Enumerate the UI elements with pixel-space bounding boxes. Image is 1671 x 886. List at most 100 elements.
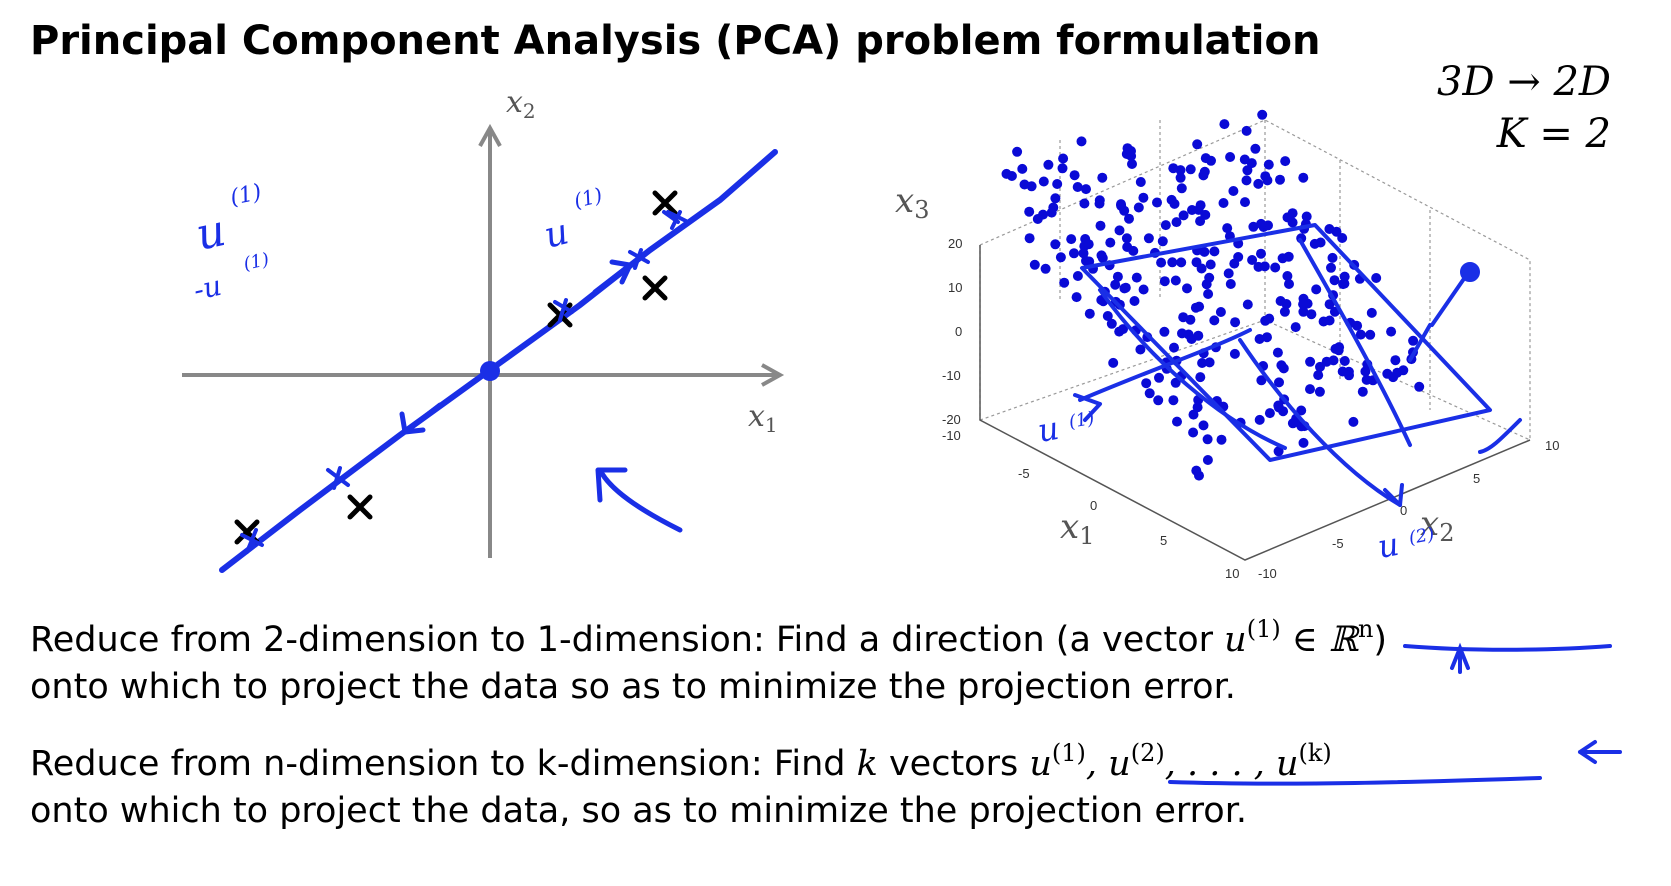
scatter-point bbox=[1175, 172, 1186, 183]
scatter-point bbox=[1112, 271, 1123, 282]
scatter-point bbox=[1144, 388, 1155, 399]
scatter-point bbox=[1120, 282, 1131, 293]
svg-text:10: 10 bbox=[948, 280, 962, 295]
svg-text:-10: -10 bbox=[1258, 566, 1277, 581]
svg-text:u: u bbox=[1035, 409, 1062, 450]
scatter-point bbox=[1287, 418, 1298, 429]
scatter-point bbox=[1280, 156, 1291, 167]
scatter-point bbox=[1337, 233, 1348, 243]
scatter-point bbox=[1253, 178, 1264, 189]
scatter-point bbox=[1257, 109, 1268, 120]
scatter-point bbox=[1069, 170, 1080, 181]
scatter-point bbox=[1128, 245, 1139, 256]
projection-mark bbox=[240, 210, 690, 554]
dims-text: 3D → 2D bbox=[1437, 59, 1611, 105]
line1-math-u: u(1) bbox=[1224, 615, 1281, 660]
scatter-point bbox=[1079, 198, 1090, 209]
scatter-point bbox=[1366, 307, 1377, 318]
scatter-point bbox=[1094, 195, 1105, 206]
scatter-point bbox=[1240, 197, 1250, 208]
scatter-point bbox=[1122, 143, 1133, 154]
text-line-2: onto which to project the data so as to … bbox=[30, 667, 1236, 707]
scatter-point bbox=[1072, 182, 1083, 192]
scatter-point bbox=[1059, 277, 1070, 288]
scatter-point bbox=[1167, 257, 1178, 268]
scatter-point bbox=[1365, 329, 1376, 340]
scatter-point bbox=[1171, 217, 1182, 228]
line1-text: Reduce from 2-dimension to 1-dimension: … bbox=[30, 620, 1225, 660]
scatter-point bbox=[1114, 225, 1125, 236]
scatter-point bbox=[1276, 360, 1287, 371]
scatter-point bbox=[1270, 262, 1281, 273]
scatter-point bbox=[1019, 179, 1030, 190]
scatter-point bbox=[1057, 163, 1068, 174]
x2-axis-arrowhead bbox=[478, 123, 502, 147]
line3-text: Reduce from n-dimension to k-dimension: … bbox=[30, 744, 857, 784]
scatter-point bbox=[1324, 224, 1335, 234]
scatter-point bbox=[1176, 183, 1187, 194]
scatter-point bbox=[1361, 374, 1372, 385]
scatter-point bbox=[1216, 434, 1227, 445]
scatter-point bbox=[1282, 271, 1293, 281]
scatter-point bbox=[1264, 313, 1275, 324]
scatter-point bbox=[1058, 153, 1069, 164]
scatter-point bbox=[1242, 299, 1253, 310]
scatter-point bbox=[1046, 207, 1057, 218]
scatter-point bbox=[1305, 384, 1315, 395]
scatter-point bbox=[1012, 146, 1023, 157]
scatter-point bbox=[1305, 356, 1316, 367]
scatter-point bbox=[1055, 252, 1066, 263]
scatter-point bbox=[1313, 370, 1324, 381]
scatter-point bbox=[1188, 409, 1199, 420]
hand-drawn-plane bbox=[1073, 223, 1522, 507]
scatter-point bbox=[1135, 177, 1146, 187]
scatter-point bbox=[1338, 279, 1349, 290]
scatter-point bbox=[1131, 272, 1142, 283]
svg-text:(1): (1) bbox=[1067, 408, 1096, 433]
scatter-point bbox=[1273, 446, 1284, 457]
data-point bbox=[234, 190, 678, 545]
scatter-point bbox=[1185, 164, 1196, 175]
x2-ticks: -10 -5 0 5 10 bbox=[1258, 438, 1559, 581]
scatter-point bbox=[1256, 375, 1267, 386]
x1-axis-label: x1 bbox=[748, 399, 778, 437]
scatter-point bbox=[1205, 259, 1216, 270]
u1-arrow-down bbox=[399, 402, 443, 435]
scatter-point bbox=[1298, 172, 1309, 183]
scatter-point bbox=[1275, 174, 1285, 185]
scatter-point bbox=[1392, 367, 1403, 378]
x1-ticks: -10 -5 0 5 10 bbox=[942, 428, 1239, 581]
line3-vectors: vectors bbox=[877, 744, 1030, 784]
scatter-point bbox=[1143, 233, 1154, 244]
scatter-point bbox=[1024, 233, 1035, 244]
scatter-point bbox=[1298, 306, 1309, 317]
line1-end: ) bbox=[1373, 620, 1388, 660]
scatter-point bbox=[1301, 211, 1312, 222]
scatter-point bbox=[1355, 329, 1366, 340]
scatter-point bbox=[1324, 299, 1335, 310]
scatter-point bbox=[1414, 381, 1425, 392]
scatter-point bbox=[1095, 220, 1106, 231]
right-plot: 20 10 0 -10 -20 -10 -5 0 5 10 -10 -5 0 5… bbox=[895, 109, 1559, 581]
scatter-point bbox=[1081, 255, 1091, 266]
x2-axis-label-3d: x2 bbox=[1420, 504, 1454, 547]
scatter-point bbox=[1222, 223, 1233, 234]
scatter-point bbox=[1083, 239, 1094, 250]
svg-text:-5: -5 bbox=[1018, 466, 1030, 481]
scatter-point bbox=[1247, 255, 1258, 265]
svg-text:(1): (1) bbox=[242, 249, 271, 275]
scatter-point bbox=[1279, 306, 1290, 317]
scatter-point bbox=[1218, 198, 1229, 208]
scatter-point bbox=[1250, 143, 1261, 154]
scatter-point bbox=[1124, 213, 1134, 224]
scatter-point bbox=[1177, 328, 1187, 339]
projection-line bbox=[219, 149, 778, 573]
scatter-point bbox=[1168, 395, 1179, 406]
scatter-point bbox=[1066, 234, 1077, 245]
scatter-point bbox=[1169, 342, 1179, 353]
z-ticks: 20 10 0 -10 -20 bbox=[942, 236, 962, 427]
scatter-point bbox=[1386, 326, 1397, 337]
scatter-point bbox=[1256, 248, 1266, 259]
scatter-point bbox=[1262, 175, 1273, 186]
origin-point bbox=[480, 361, 500, 381]
